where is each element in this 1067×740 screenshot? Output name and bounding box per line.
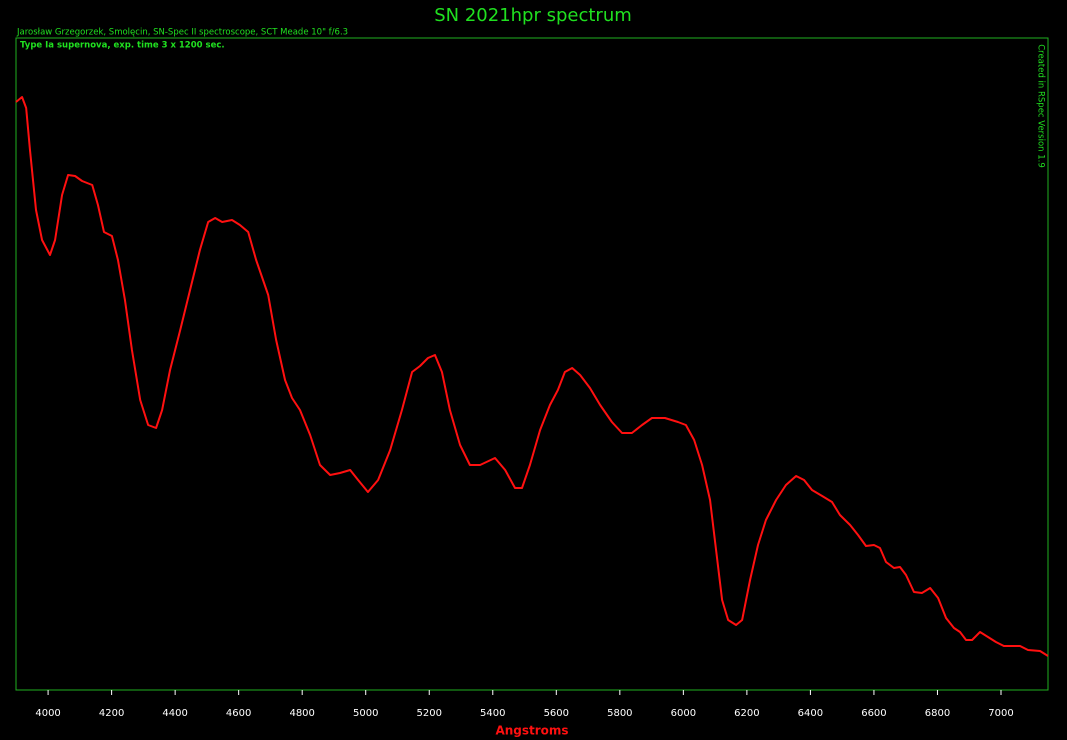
x-tick-label: 5000: [353, 708, 378, 719]
x-tick-label: 4200: [99, 708, 124, 719]
x-tick-label: 6600: [861, 708, 886, 719]
chart-title: SN 2021hpr spectrum: [434, 5, 632, 26]
x-axis-label: Angstroms: [495, 724, 568, 738]
x-tick-label: 4800: [289, 708, 314, 719]
x-tick-label: 5800: [607, 708, 632, 719]
x-tick-label: 6800: [925, 708, 950, 719]
x-tick-label: 4600: [226, 708, 251, 719]
plot-frame: [15, 37, 1049, 691]
annotation: Type Ia supernova, exp. time 3 x 1200 se…: [20, 41, 225, 51]
x-tick-label: 5200: [417, 708, 442, 719]
x-tick-label: 4400: [162, 708, 187, 719]
x-tick-label: 5600: [544, 708, 569, 719]
x-tick-label: 6000: [671, 708, 696, 719]
x-tick-label: 5400: [480, 708, 505, 719]
x-tick-label: 6400: [798, 708, 823, 719]
spectrum-line: [15, 96, 1049, 657]
x-tick-label: 7000: [988, 708, 1013, 719]
chart-subtitle: Jarosław Grzegorzek, Smolęcin, SN-Spec I…: [16, 28, 348, 38]
credit: Created in RSpec Version 1.9: [1036, 44, 1046, 168]
x-tick-label: 6200: [734, 708, 759, 719]
x-tick-label: 4000: [35, 708, 60, 719]
